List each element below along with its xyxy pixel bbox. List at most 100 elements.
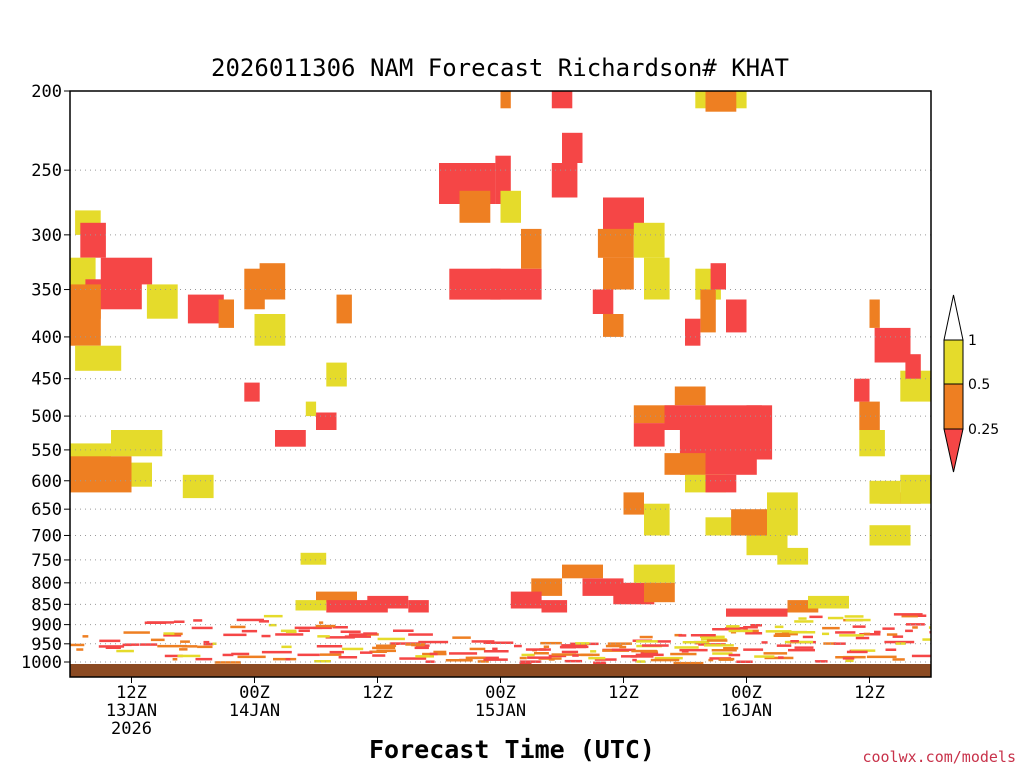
- bl-streak: [124, 643, 140, 646]
- heat-cell: [710, 263, 726, 290]
- bl-streak: [236, 618, 264, 622]
- bl-streak: [273, 657, 297, 661]
- bl-streak: [116, 649, 134, 653]
- bl-streak: [703, 644, 734, 647]
- y-tick-label: 800: [31, 574, 62, 594]
- bl-streak: [540, 641, 562, 645]
- bl-streak: [237, 655, 266, 659]
- bl-streak: [281, 645, 292, 649]
- plot-area: [69, 90, 932, 678]
- bl-streak: [561, 644, 587, 647]
- bl-streak: [177, 654, 201, 658]
- watermark: coolwx.com/models: [862, 748, 1016, 766]
- heat-cell: [336, 294, 352, 324]
- heat-cell: [705, 474, 737, 493]
- bl-streak: [635, 640, 658, 643]
- heat-cell: [500, 91, 511, 109]
- heat-cell: [459, 190, 491, 223]
- bl-streak: [886, 633, 898, 636]
- bl-streak: [845, 659, 854, 663]
- bl-streak: [414, 646, 429, 650]
- y-tick-label: 900: [31, 616, 62, 636]
- bl-streak: [241, 629, 258, 633]
- bl-streak: [632, 658, 637, 662]
- x-tick-label: 13JAN: [106, 701, 157, 721]
- legend-label: 0.25: [968, 422, 999, 438]
- bl-streak: [564, 659, 583, 663]
- bl-streak: [465, 656, 486, 660]
- heat-cell: [633, 222, 665, 258]
- heat-cell: [316, 412, 337, 430]
- bl-streak: [929, 631, 931, 634]
- legend-swatch-0.5-1: [943, 339, 964, 385]
- bl-streak: [268, 623, 277, 627]
- heat-cell: [70, 309, 101, 346]
- heat-cell: [674, 386, 706, 406]
- heat-cell: [854, 378, 870, 402]
- heat-cell: [300, 552, 327, 565]
- bl-streak: [827, 616, 844, 620]
- bl-streak: [325, 636, 355, 639]
- bl-streak: [650, 658, 680, 662]
- legend: 1 0.5 0.25: [943, 294, 999, 473]
- bl-streak: [471, 640, 495, 643]
- bl-streak: [892, 635, 904, 638]
- bl-streak: [723, 647, 739, 650]
- bl-streak: [261, 650, 292, 654]
- bl-streak: [850, 649, 876, 652]
- bl-streak: [852, 625, 866, 628]
- bl-streak: [376, 644, 397, 647]
- bl-streak: [222, 653, 234, 657]
- bl-streak: [833, 642, 846, 645]
- heat-cell: [244, 382, 260, 402]
- bl-streak: [429, 652, 438, 656]
- bl-streak: [340, 630, 361, 633]
- bl-streak: [258, 620, 269, 623]
- bl-streak: [231, 652, 250, 656]
- bl-streak: [670, 652, 697, 656]
- y-tick-label: 200: [31, 82, 62, 102]
- bl-streak: [525, 648, 551, 651]
- bl-streak: [593, 661, 607, 664]
- bl-streak: [912, 626, 918, 629]
- bl-streak: [275, 633, 304, 636]
- bl-streak: [750, 624, 762, 627]
- heat-cell: [869, 299, 880, 328]
- bl-streak: [916, 614, 927, 617]
- x-tick-label: 16JAN: [721, 701, 772, 721]
- bl-streak: [418, 640, 449, 644]
- y-tick-label: 950: [31, 635, 62, 655]
- heat-cell: [623, 492, 644, 515]
- bl-streak: [674, 646, 699, 649]
- bl-streak: [122, 643, 132, 647]
- bl-streak: [483, 658, 508, 661]
- heat-cell: [182, 474, 214, 499]
- bl-streak: [181, 645, 198, 648]
- bl-streak: [105, 646, 121, 649]
- y-tick-label: 650: [31, 500, 62, 520]
- bl-streak: [452, 636, 471, 639]
- bl-streak: [313, 626, 332, 630]
- bl-streak: [399, 657, 427, 660]
- bl-streak: [360, 651, 373, 654]
- bl-streak: [372, 654, 386, 657]
- bl-streak: [690, 634, 716, 637]
- bl-streak: [212, 642, 217, 645]
- x-tick-label: 15JAN: [475, 701, 526, 721]
- bl-streak: [197, 645, 213, 649]
- bl-streak: [76, 648, 84, 651]
- bl-streak: [560, 646, 577, 649]
- heat-cell: [705, 91, 737, 112]
- bl-streak: [372, 646, 396, 650]
- bl-streak: [393, 629, 414, 632]
- bl-streak: [789, 631, 816, 634]
- bl-streak: [674, 633, 683, 637]
- heat-cell: [521, 228, 542, 269]
- bl-streak: [577, 645, 589, 649]
- bl-streak: [297, 653, 320, 657]
- bl-streak: [348, 633, 367, 636]
- y-tick-label: 600: [31, 472, 62, 492]
- bl-streak: [773, 634, 791, 637]
- bl-streak: [314, 660, 331, 663]
